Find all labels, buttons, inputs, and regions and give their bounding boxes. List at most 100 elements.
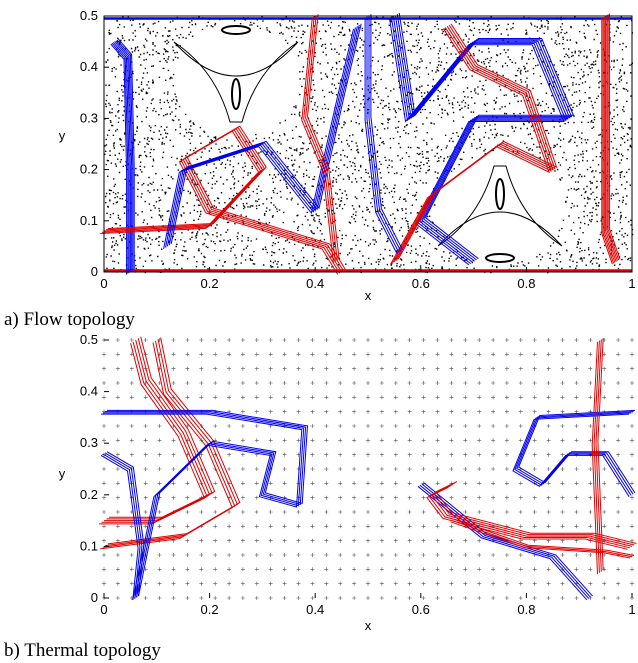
stable-manifold: [419, 484, 590, 599]
stable-manifold: [166, 26, 358, 247]
stable-manifold: [104, 452, 143, 598]
stable-manifold: [102, 453, 141, 599]
x-tick-label: 0.4: [306, 276, 324, 291]
manifold-curves: [100, 12, 632, 275]
unstable-manifold: [607, 14, 620, 261]
unstable-manifold: [100, 342, 233, 550]
unstable-manifold: [450, 521, 631, 559]
unstable-manifold: [397, 23, 558, 260]
y-tick-label: 0.2: [80, 487, 98, 502]
stable-manifold: [512, 413, 630, 497]
x-tick-label: 0.8: [517, 602, 535, 617]
unstable-manifold: [393, 25, 554, 263]
stable-manifold: [106, 451, 145, 597]
x-tick-label: 0.6: [412, 276, 430, 291]
stable-manifold: [398, 12, 575, 260]
y-tick-label: 0.4: [80, 384, 98, 399]
x-tick-label: 0.2: [201, 602, 219, 617]
stable-manifold: [118, 38, 135, 270]
stable-manifold: [514, 412, 632, 496]
unstable-manifold: [107, 125, 346, 270]
unstable-manifold: [395, 24, 556, 261]
stable-manifold: [364, 17, 398, 254]
x-axis-label: x: [365, 618, 372, 633]
x-tick-label: 0.4: [306, 602, 324, 617]
stable-manifold: [112, 42, 130, 273]
plot-frame: [103, 15, 633, 273]
y-tick-label: 0.5: [80, 332, 98, 347]
island-ellipse: [495, 178, 505, 210]
x-tick-label: 0.8: [517, 276, 535, 291]
axis-ticks: 0 0.2 0.4 0.6 0.8 1 0 0.1 0.2 0.3 0.4 0.5: [80, 332, 636, 617]
unstable-manifold: [98, 343, 206, 525]
y-tick-label: 0: [91, 264, 98, 279]
stable-manifold: [163, 28, 355, 250]
stable-manifold: [366, 16, 400, 253]
y-tick-label: 0.3: [80, 110, 98, 125]
unstable-manifold: [608, 13, 621, 260]
unstable-manifold: [390, 28, 550, 265]
stable-manifold: [106, 409, 309, 597]
x-tick-label: 1: [628, 276, 635, 291]
x-tick-label: 0.2: [201, 276, 219, 291]
axis-ticks: 0 0.2 0.4 0.6 0.8 1 0 0.1 0.2 0.3 0.4 0.5: [80, 8, 636, 291]
stable-manifold: [111, 42, 129, 274]
x-tick-label: 0: [100, 276, 107, 291]
unstable-manifold: [591, 341, 598, 575]
stable-manifold: [168, 24, 360, 246]
y-tick-label: 0.2: [80, 162, 98, 177]
stable-manifold: [396, 14, 573, 261]
panel-a-caption: a) Flow topology: [4, 309, 135, 330]
x-tick-label: 1: [628, 602, 635, 617]
stable-manifold: [394, 15, 571, 262]
y-tick-label: 0: [91, 590, 98, 605]
stable-manifold: [516, 411, 634, 495]
x-tick-label: 0.6: [412, 602, 430, 617]
unstable-manifold: [603, 16, 616, 263]
unstable-manifold: [102, 340, 236, 548]
stable-manifold: [368, 15, 402, 252]
unstable-manifold: [303, 16, 336, 263]
unstable-manifold: [105, 339, 238, 547]
x-axis-label: x: [365, 288, 372, 303]
unstable-manifold: [452, 520, 633, 558]
stable-manifold: [165, 27, 356, 248]
stable-manifold: [518, 409, 636, 494]
panel-a-flow-topology: 0 0.2 0.4 0.6 0.8 1 0 0.1 0.2 0.3 0.4 0.5 x y a) Fl…: [4, 8, 636, 330]
unstable-manifold: [301, 17, 334, 264]
panel-b-caption: b) Thermal topology: [4, 640, 161, 661]
unstable-manifold: [104, 339, 211, 522]
y-tick-label: 0.3: [80, 435, 98, 450]
stable-manifold: [370, 14, 403, 250]
island-ellipse: [221, 25, 251, 35]
unstable-manifold: [606, 15, 618, 262]
y-axis-label: y: [59, 466, 66, 481]
panel-b-thermal-topology: 0 0.2 0.4 0.6 0.8 1 0 0.1 0.2 0.3 0.4 0.5 x y b) Th…: [4, 332, 637, 661]
y-tick-label: 0.5: [80, 8, 98, 23]
unstable-manifold: [392, 27, 552, 264]
stable-manifold: [110, 43, 128, 275]
y-tick-label: 0.1: [80, 213, 98, 228]
unstable-manifold: [306, 14, 340, 260]
unstable-manifold: [101, 341, 208, 523]
unstable-manifold: [605, 16, 617, 262]
stable-manifold: [170, 23, 362, 245]
island-regions: [173, 25, 563, 263]
stable-manifold: [417, 485, 588, 601]
unstable-manifold: [593, 340, 600, 573]
unstable-manifold: [435, 481, 637, 544]
y-tick-label: 0.4: [80, 59, 98, 74]
stable-manifold: [103, 412, 305, 599]
y-tick-label: 0.1: [80, 538, 98, 553]
manifold-curves: [98, 336, 637, 601]
island-ellipse: [231, 78, 241, 110]
unstable-manifold: [107, 337, 241, 545]
unstable-manifold: [305, 15, 338, 262]
unstable-manifold: [454, 518, 634, 556]
stable-manifold: [100, 454, 139, 600]
x-tick-label: 0: [100, 602, 107, 617]
unstable-manifold: [602, 17, 615, 264]
unstable-manifold: [601, 18, 613, 265]
stable-manifold: [116, 39, 134, 271]
